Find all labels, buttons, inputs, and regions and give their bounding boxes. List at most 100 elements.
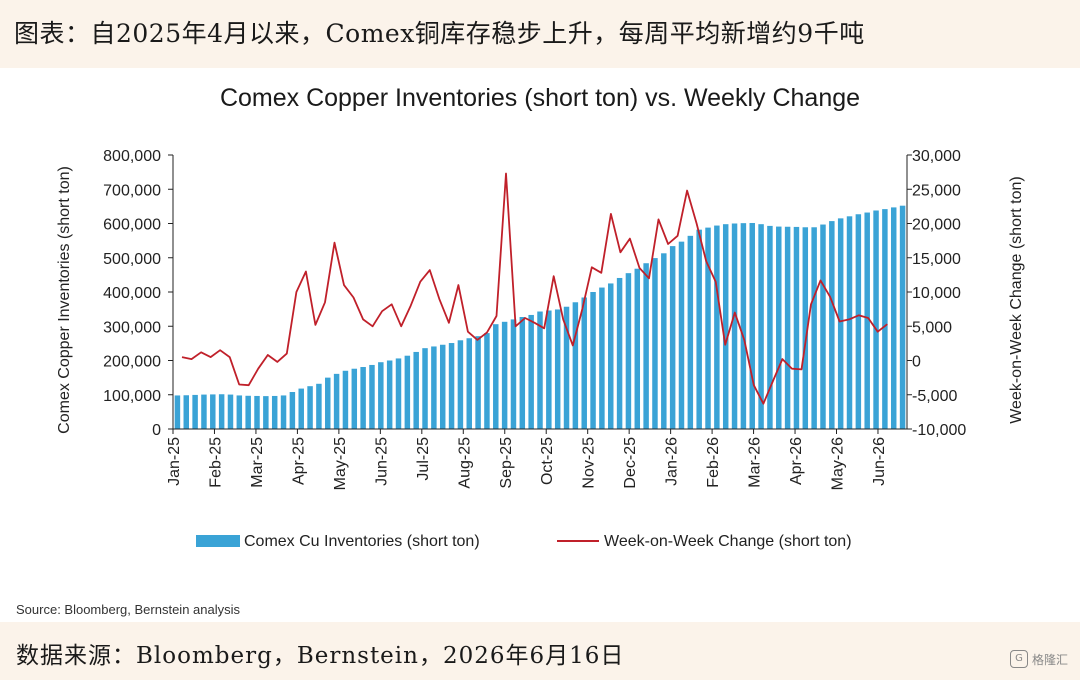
x-tick-label: Jun-26 [871, 437, 888, 486]
inventory-bar [652, 258, 658, 429]
y-tick-label: 300,000 [103, 319, 161, 336]
inventory-bar [316, 383, 322, 429]
legend-bar-label: Comex Cu Inventories (short ton) [244, 533, 480, 550]
inventory-bar [493, 324, 499, 429]
inventory-bar [873, 210, 879, 429]
inventory-bar [740, 223, 747, 429]
inventory-bar [820, 224, 826, 429]
chart-axes [168, 154, 912, 434]
inventory-bar [784, 226, 791, 429]
inventory-bar [351, 368, 358, 429]
inventory-bar [439, 344, 446, 429]
y2-tick-label: 25,000 [912, 182, 961, 199]
x-tick-label: Jan-26 [664, 437, 681, 486]
inventory-bar [369, 364, 375, 429]
x-tick-label: Apr-25 [290, 437, 307, 485]
legend-line-label: Week-on-Week Change (short ton) [604, 533, 852, 550]
y2-tick-label: 0 [912, 354, 921, 371]
y-tick-label: 500,000 [103, 251, 161, 268]
x-tick-label: Aug-25 [456, 437, 473, 489]
inventory-bars [174, 205, 906, 430]
y-tick-label: 400,000 [103, 285, 161, 302]
inventory-bar [687, 235, 694, 429]
inventory-bar [289, 392, 296, 429]
inventory-bar [722, 224, 729, 429]
inventory-bar [519, 317, 526, 429]
inventory-bar [793, 226, 800, 429]
y2-tick-label: -5,000 [912, 388, 957, 405]
x-tick-label: May-25 [332, 437, 349, 490]
inventory-bar [192, 394, 198, 429]
x-tick-label: Feb-26 [705, 437, 722, 488]
inventory-bar [510, 319, 517, 429]
y2-tick-label: 10,000 [912, 285, 961, 302]
inventory-bar [484, 333, 490, 429]
inventory-bar [227, 394, 234, 429]
inventory-bar [210, 394, 216, 429]
inventory-bar [431, 346, 437, 429]
inventory-bar [378, 362, 384, 429]
inventory-bar [325, 377, 331, 430]
inventory-bar [899, 205, 906, 429]
inventory-bar [802, 227, 809, 429]
inventory-bar [395, 358, 402, 429]
inventory-bar [457, 340, 464, 429]
inventory-bar [360, 367, 366, 429]
inventory-bar [678, 241, 685, 429]
inventory-bar [263, 396, 269, 429]
inventory-bar [448, 343, 455, 429]
combo-chart: 0 100,000 200,000 300,000 400,000 500,000 600,… [56, 148, 1025, 550]
inventory-bar [634, 268, 641, 429]
y2-tick-label: 5,000 [912, 319, 952, 336]
x-tick-label: Dec-25 [622, 437, 639, 489]
y2-tick-label: 15,000 [912, 251, 961, 268]
inventory-bar [563, 306, 570, 429]
y-tick-label: 600,000 [103, 217, 161, 234]
inventory-bar [271, 395, 278, 429]
inventory-bar [846, 216, 853, 429]
inventory-bar [696, 229, 702, 429]
inventory-bar [855, 214, 862, 429]
y-tick-label: 100,000 [103, 388, 161, 405]
x-tick-label: May-26 [830, 437, 847, 490]
inventory-bar [599, 287, 605, 429]
y-tick-label: 0 [152, 422, 161, 439]
inventory-bar [829, 221, 835, 429]
legend-bar-swatch [196, 535, 240, 547]
inventory-bar [254, 395, 260, 429]
inventory-bar [705, 227, 711, 429]
inventory-bar [537, 311, 543, 429]
inventory-bar [245, 395, 251, 429]
x-tick-label: Sep-25 [498, 437, 515, 489]
inventory-bar [528, 314, 534, 429]
inventory-bar [643, 263, 649, 429]
y-tick-label: 700,000 [103, 182, 161, 199]
inventory-bar [307, 386, 313, 429]
inventory-bar [572, 302, 579, 429]
x-tick-label: Nov-25 [581, 437, 598, 489]
inventory-bar [546, 310, 552, 429]
y-tick-label: 800,000 [103, 148, 161, 165]
inventory-bar [890, 207, 897, 429]
y2-tick-label: -10,000 [912, 422, 966, 439]
inventory-bar [864, 212, 870, 429]
x-tick-label: Mar-26 [747, 437, 764, 488]
inventory-bar [174, 395, 181, 429]
inventory-bar [466, 338, 472, 429]
weekly-change-line-layer [181, 172, 888, 405]
inventory-bar [590, 292, 596, 429]
inventory-bar [404, 355, 411, 429]
inventory-bar [608, 283, 614, 429]
inventory-bar [731, 223, 738, 429]
inventory-bar [776, 226, 782, 429]
inventory-bar [236, 395, 243, 429]
inventory-bar [183, 395, 189, 429]
inventory-bar [669, 246, 676, 429]
y-tick-label: 200,000 [103, 354, 161, 371]
inventory-bar [386, 360, 393, 429]
inventory-bar [661, 253, 667, 429]
x-tick-label: Jul-25 [415, 437, 432, 481]
inventory-bar [837, 218, 844, 429]
inventory-bar [280, 395, 287, 429]
inventory-bar [616, 277, 623, 429]
